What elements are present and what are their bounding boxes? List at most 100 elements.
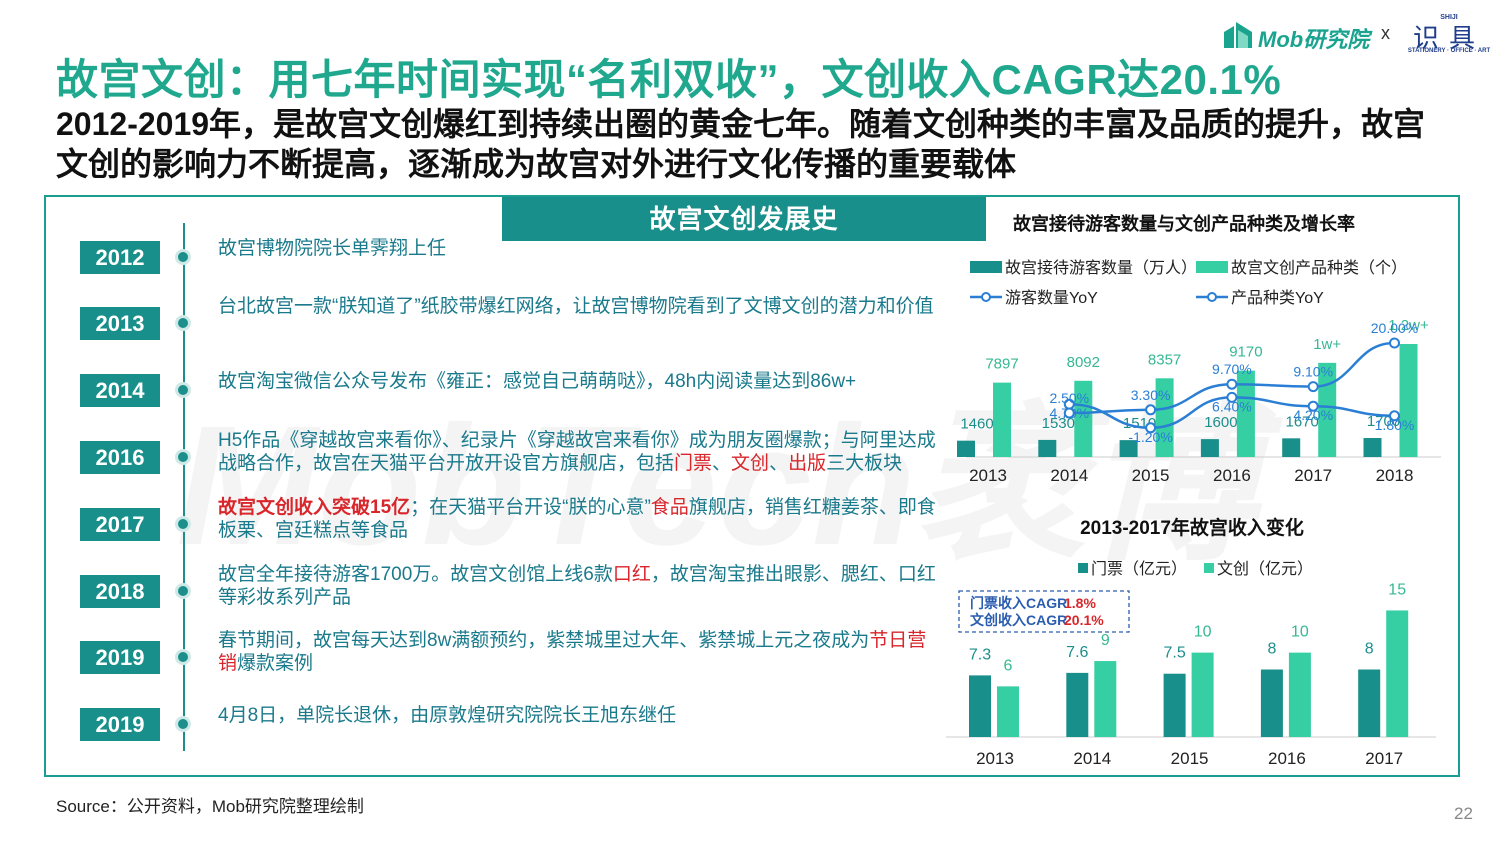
yoy-label: 1.80% (1375, 417, 1415, 433)
creative-bar (997, 686, 1019, 737)
legend-marker (1207, 292, 1217, 302)
yoy-label: 20.00% (1371, 320, 1418, 336)
timeline-highlight: 门票 (674, 453, 713, 474)
cagr-annotation-value: 1.8% (1064, 595, 1096, 611)
chart2-x-tick: 2016 (1268, 749, 1306, 768)
chart1-x-tick: 2017 (1294, 466, 1332, 485)
timeline-text: 、 (712, 453, 732, 474)
yoy-point (1226, 378, 1238, 390)
yoy-point (1389, 410, 1400, 422)
timeline-text: 故宫淘宝微信公众号发布《雍正：感觉自己萌萌哒》，48h内阅读量达到86w+ (218, 371, 857, 392)
page-title: 故宫文创：用七年时间实现“名利双收”，文创收入CAGR达20.1% (56, 56, 1282, 103)
timeline-year: 2013 (80, 307, 160, 340)
timeline-text: 春节期间，故宫每天达到8w满额预约，紫禁城里过大年、紫禁城上元之夜成为 (218, 630, 870, 651)
timeline-year: 2019 (80, 641, 160, 674)
timeline-highlight: 文创 (731, 453, 770, 474)
timeline-description: 春节期间，故宫每天达到8w满额预约，紫禁城里过大年、紫禁城上元之夜成为节日营销爆… (218, 629, 938, 675)
timeline-highlight: 出版 (788, 453, 827, 474)
timeline-text: 台北故宫一款“朕知道了”纸胶带爆红网络，让故宫博物院看到了文博文创的潜力和价值 (218, 296, 934, 317)
timeline-dot-icon (175, 315, 191, 331)
timeline-year: 2016 (80, 441, 160, 474)
product-bar (1236, 370, 1255, 457)
creative-bar (1094, 661, 1117, 737)
bar-value-label: 10 (1291, 624, 1309, 641)
product-bar-label: 9170 (1229, 344, 1262, 361)
legend-label: 产品种类YoY (1231, 289, 1324, 307)
legend-swatch (1196, 261, 1228, 273)
yoy-point (1145, 422, 1157, 434)
legend-label: 文创（亿元） (1217, 560, 1313, 578)
product-bar (1399, 344, 1418, 457)
visitor-bar-label: 1670 (1286, 413, 1319, 430)
visitor-bar (1363, 438, 1382, 457)
cagr-annotation-label: 文创收入CAGR (970, 612, 1067, 628)
shiju-logo: SHIJI 识具 STATIONERY · OFFICE · ART (1404, 14, 1494, 64)
timeline-description: 4月8日，单院长退休，由原敦煌研究院院长王旭东继任 (218, 704, 938, 727)
product-bar (1074, 380, 1093, 457)
product-bar-label: 7897 (985, 356, 1018, 373)
content-panel: MobTech袤博 故宫文创发展史 2012故宫博物院院长单霁翔上任2013台北… (44, 195, 1460, 777)
timeline-dot-icon (175, 382, 191, 398)
cagr-annotation-label: 门票收入CAGR (970, 595, 1067, 611)
bar-value-label: 8 (1365, 641, 1374, 658)
chart2-x-tick: 2015 (1171, 749, 1209, 768)
timeline-text: 、 (769, 453, 789, 474)
product-bar-label: 8092 (1067, 354, 1100, 371)
ticket-bar (1066, 672, 1089, 737)
chart1-x-tick: 2013 (969, 466, 1007, 485)
timeline-text: 爆款案例 (237, 653, 314, 674)
legend-swatch (970, 261, 1002, 273)
creative-bar (1288, 652, 1311, 737)
legend-marker (981, 292, 991, 302)
timeline-highlight: 故宫文创收入突破15亿 (218, 497, 411, 518)
product-bar-label: 8357 (1148, 351, 1181, 368)
legend-label: 门票（亿元） (1091, 560, 1187, 578)
visitor-bar (1119, 440, 1138, 457)
chart2-title: 2013-2017年故宫收入变化 (1080, 516, 1304, 539)
timeline-dot-icon (175, 516, 191, 532)
bar-value-label: 7.3 (969, 646, 991, 663)
ticket-bar (1358, 669, 1381, 737)
yoy-point (1063, 407, 1075, 419)
visitor-bar (1038, 439, 1057, 457)
chart1-x-tick: 2014 (1050, 466, 1088, 485)
logo-separator: x (1381, 23, 1390, 43)
visitor-bar (957, 440, 975, 457)
yoy-label: 9.70% (1212, 361, 1252, 377)
yoy-label: 2.50% (1049, 390, 1089, 406)
visitor-bar-label: 1530 (1042, 415, 1075, 432)
bar-value-label: 9 (1101, 632, 1110, 649)
timeline-year: 2019 (80, 708, 160, 741)
yoy-label: 6.40% (1212, 398, 1252, 414)
timeline-year: 2012 (80, 241, 160, 274)
product-bar (1155, 378, 1174, 457)
shiju-logo-sub: STATIONERY · OFFICE · ART (1407, 48, 1491, 54)
shiju-logo-top: SHIJI (1440, 14, 1458, 21)
chart1-x-tick: 2015 (1132, 466, 1170, 485)
timeline-highlight: 节日营销 (218, 630, 927, 674)
creative-bar (1386, 610, 1409, 737)
timeline-description: 台北故宫一款“朕知道了”纸胶带爆红网络，让故宫博物院看到了文博文创的潜力和价值 (218, 295, 938, 318)
chart2-x-tick: 2013 (976, 749, 1014, 768)
timeline-text: 故宫全年接待游客1700万。故宫文创馆上线6款 (218, 564, 613, 585)
timeline-dot-icon (175, 716, 191, 732)
timeline-dot-icon (175, 449, 191, 465)
chart1-title: 故宫接待游客数量与文创产品种类及增长率 (1013, 213, 1355, 234)
bar-value-label: 6 (1004, 657, 1013, 674)
timeline-year: 2014 (80, 374, 160, 407)
timeline-description: 故宫全年接待游客1700万。故宫文创馆上线6款口红，故宫淘宝推出眼影、腮红、口红… (218, 563, 938, 609)
timeline-dot-icon (175, 649, 191, 665)
timeline-text: 旗舰店，销售红糖姜茶、即食板栗、宫廷糕点等食品 (218, 497, 936, 541)
timeline-dot-icon (175, 249, 191, 265)
timeline-text: 三大板块 (826, 453, 903, 474)
yoy-point (1226, 391, 1238, 403)
source-note: Source：公开资料，Mob研究院整理绘制 (56, 797, 364, 816)
timeline-text: 4月8日，单院长退休，由原敦煌研究院院长王旭东继任 (218, 705, 677, 726)
product-bar (993, 382, 1011, 457)
bar-value-label: 8 (1267, 641, 1276, 658)
bar-value-label: 10 (1194, 624, 1212, 641)
chart2-x-tick: 2014 (1073, 749, 1111, 768)
timeline-highlight: 食品 (650, 497, 689, 518)
timeline-year: 2018 (80, 575, 160, 608)
creative-bar (1191, 652, 1214, 737)
